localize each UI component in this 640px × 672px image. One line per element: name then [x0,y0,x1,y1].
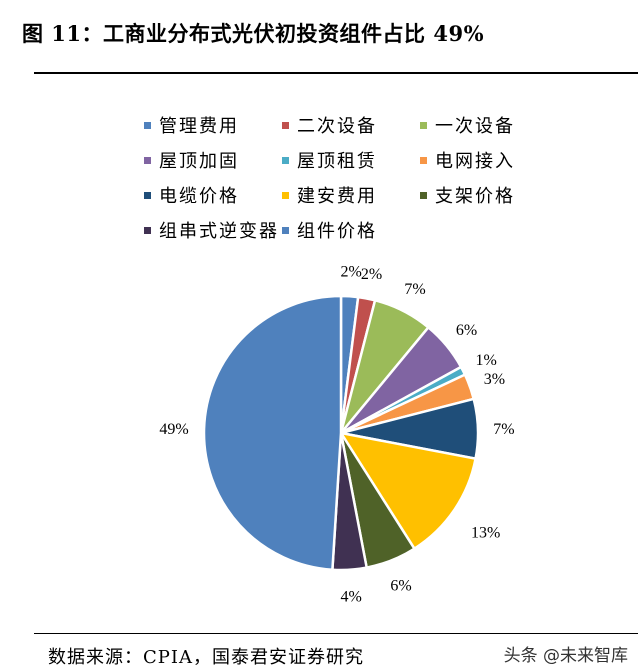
legend-item: 组串式逆变器 [144,217,279,243]
legend-label: 支架价格 [435,186,515,207]
legend-item: 管理费用 [144,112,239,138]
data-label: 7% [493,421,514,438]
legend-swatch [144,226,151,234]
legend-label: 二次设备 [297,116,377,137]
data-label: 2% [361,266,382,283]
legend-label: 组件价格 [297,221,377,242]
data-label: 13% [471,524,500,541]
legend-label: 电网接入 [435,151,515,172]
source-divider [34,633,638,634]
legend-label: 屋顶加固 [159,151,239,172]
data-label: 3% [484,371,505,388]
pie-slice [338,431,478,551]
legend-swatch [144,191,151,199]
data-label: 2% [341,263,362,280]
data-label: 7% [404,281,425,298]
chart-title: 图 11：工商业分布式光伏初投资组件占比 49% [22,21,485,46]
legend-item: 屋顶加固 [144,147,239,173]
data-label: 4% [341,589,362,606]
legend-label: 屋顶租赁 [297,151,377,172]
legend-item: 建安费用 [282,182,377,208]
legend-item: 电缆价格 [144,182,239,208]
legend-label: 建安费用 [297,186,377,207]
data-label: 6% [390,578,411,595]
legend-item: 电网接入 [420,147,515,173]
legend-item: 支架价格 [420,182,515,208]
pie-slice [202,294,343,572]
data-label: 1% [476,352,497,369]
watermark: 头条 @未来智库 [503,646,628,666]
legend-swatch [144,156,151,164]
legend-label: 组串式逆变器 [159,221,279,242]
legend-swatch [144,121,151,129]
legend-label: 一次设备 [435,116,515,137]
legend-swatch [282,156,289,164]
legend-item: 一次设备 [420,112,515,138]
legend-swatch [282,121,289,129]
legend-swatch [420,121,427,129]
data-source-note: 数据来源：CPIA，国泰君安证券研究 [48,647,364,668]
legend-swatch [420,191,427,199]
legend-swatch [282,226,289,234]
legend-item: 二次设备 [282,112,377,138]
legend-item: 组件价格 [282,217,377,243]
legend-swatch [282,191,289,199]
data-label: 49% [159,421,188,438]
legend-label: 管理费用 [159,116,239,137]
legend-item: 屋顶租赁 [282,147,377,173]
legend-label: 电缆价格 [159,186,239,207]
title-divider [34,72,638,74]
data-label: 6% [456,322,477,339]
legend-swatch [420,156,427,164]
